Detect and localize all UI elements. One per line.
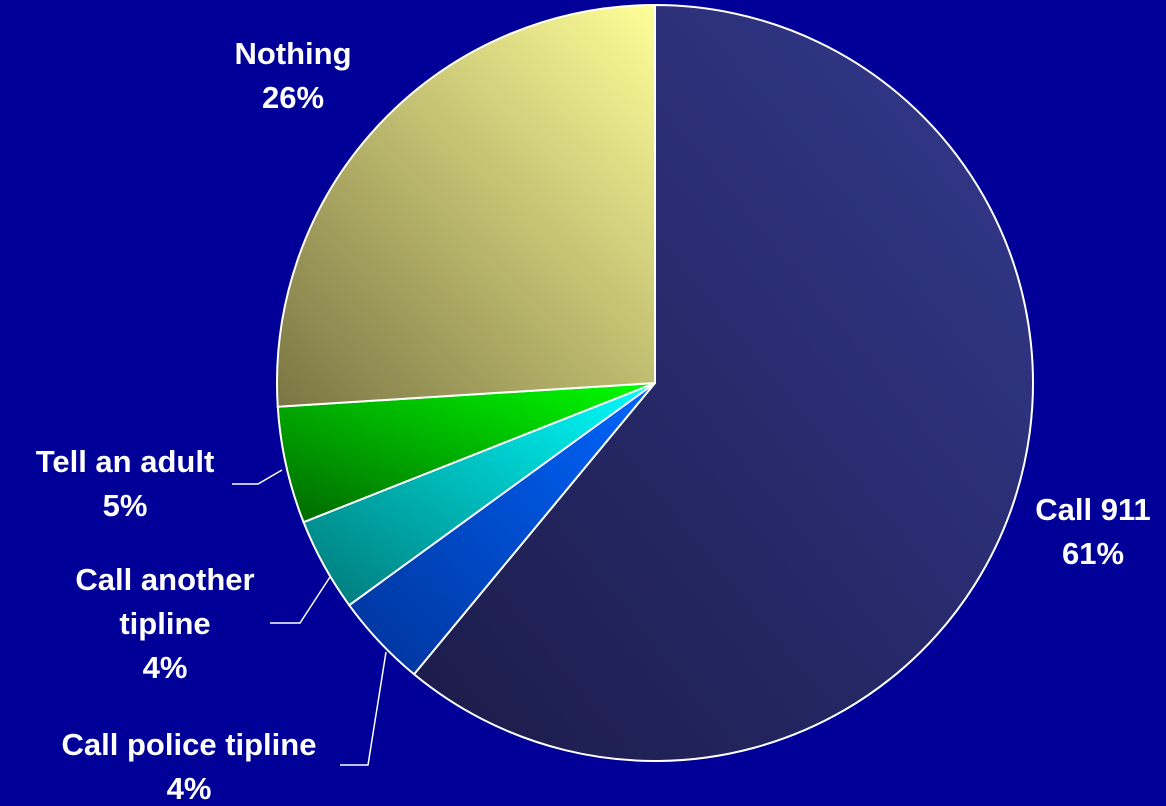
slice-value-label: 26% — [262, 80, 324, 115]
slice-category-label: Call police tipline — [62, 727, 317, 762]
slice-category-label: Nothing — [234, 36, 351, 71]
slice-category-label: Call 911 — [1035, 492, 1150, 527]
leader-line-call-another-tipline — [270, 576, 331, 624]
slice-label-nothing: Nothing 26% — [234, 36, 351, 115]
slice-category-label: tipline — [119, 606, 210, 641]
pie-slice-call-911 — [412, 3, 1034, 762]
leader-line-tell-an-adult — [232, 469, 283, 485]
leader-lines — [232, 469, 387, 766]
slice-value-label: 4% — [167, 771, 212, 806]
slice-label-tell-an-adult: Tell an adult 5% — [36, 444, 215, 523]
slice-value-label: 4% — [143, 650, 188, 685]
pie-slices — [276, 3, 1034, 762]
slice-value-label: 61% — [1062, 536, 1124, 571]
slice-label-call-911: Call 911 61% — [1035, 492, 1150, 571]
slice-label-call-police-tipline: Call police tipline 4% — [62, 727, 317, 806]
slice-category-label: Tell an adult — [36, 444, 215, 479]
slice-value-label: 5% — [103, 488, 148, 523]
leader-line-call-police-tipline — [340, 651, 387, 766]
slice-labels: Call 911 61%Call police tipline 4%Call ano… — [36, 36, 1151, 806]
pie-slice-nothing — [276, 3, 656, 408]
slice-category-label: Call another — [75, 562, 254, 597]
slice-label-call-another-tipline: Call another tipline 4% — [75, 562, 254, 685]
